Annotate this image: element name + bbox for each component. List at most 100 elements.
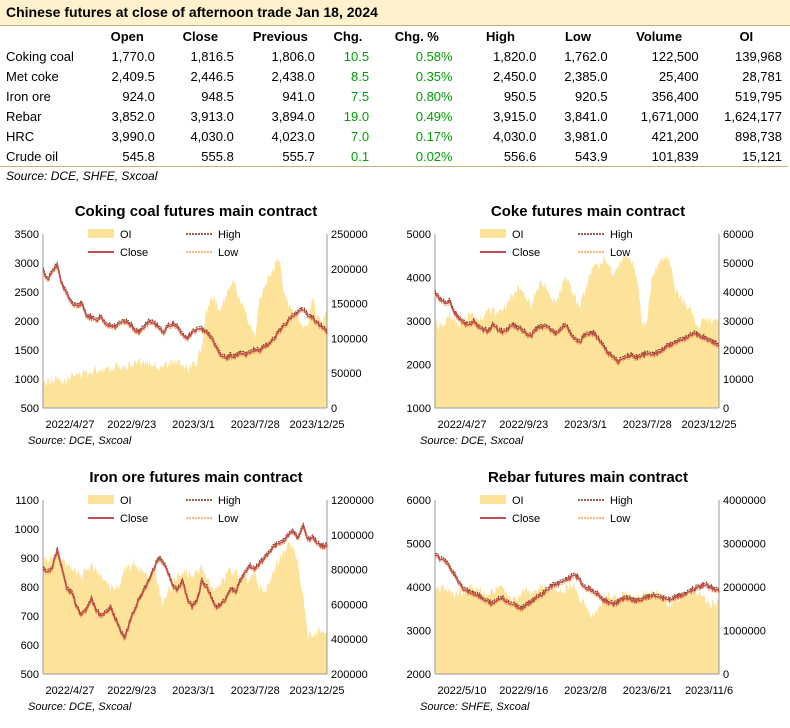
table-cell: 1,816.5 bbox=[190, 48, 234, 64]
y-right-tick-label: 200000 bbox=[331, 264, 368, 276]
table-cell: 2,438.0 bbox=[271, 68, 315, 84]
chart-source: Source: DCE, Sxcoal bbox=[28, 701, 132, 713]
column-header: Chg. bbox=[333, 28, 363, 44]
x-tick-label: 2022/9/16 bbox=[499, 685, 548, 697]
legend-low-label: Low bbox=[610, 247, 630, 259]
x-tick-label: 2023/6/21 bbox=[623, 685, 672, 697]
table-row: Crude oil 545.8 555.8 555.7 0.1 0.02% 556.6 543… bbox=[0, 146, 788, 167]
chart-title: Rebar futures main contract bbox=[488, 469, 688, 486]
x-tick-label: 2023/12/25 bbox=[681, 419, 736, 431]
y-left-tick-label: 3000 bbox=[15, 258, 39, 270]
legend-low-label: Low bbox=[218, 247, 238, 259]
column-header: High bbox=[486, 28, 515, 44]
y-right-tick-label: 150000 bbox=[331, 299, 368, 311]
legend-oi-swatch bbox=[88, 229, 114, 238]
y-right-tick-label: 0 bbox=[723, 669, 729, 681]
y-left-tick-label: 1000 bbox=[15, 374, 39, 386]
table-cell: 101,839 bbox=[613, 146, 705, 167]
y-right-tick-label: 40000 bbox=[723, 287, 754, 299]
legend-high-label: High bbox=[218, 229, 241, 241]
column-header: Previous bbox=[252, 28, 308, 44]
y-left-tick-label: 1000 bbox=[15, 524, 39, 536]
legend-oi-swatch bbox=[88, 495, 114, 504]
y-right-tick-label: 0 bbox=[723, 403, 729, 415]
y-right-tick-label: 250000 bbox=[331, 229, 368, 241]
chart-svg: Iron ore futures main contract 1100 1000 90… bbox=[15, 469, 374, 713]
y-right-tick-label: 200000 bbox=[331, 669, 368, 681]
table-cell: 555.8 bbox=[160, 146, 240, 167]
y-right-tick-label: 50000 bbox=[723, 258, 754, 270]
table-cell: 0.02% bbox=[375, 146, 459, 167]
y-left-tick-label: 5000 bbox=[407, 539, 431, 551]
chart-title: Iron ore futures main contract bbox=[89, 469, 302, 486]
table-cell: 1,770.0 bbox=[111, 48, 155, 64]
y-left-tick-label: 2000 bbox=[15, 316, 39, 328]
legend-high-label: High bbox=[610, 229, 633, 241]
y-left-tick-label: 500 bbox=[21, 669, 39, 681]
x-tick-label: 2023/12/25 bbox=[289, 419, 344, 431]
table-row: Rebar 3,852.0 3,913.0 3,894.0 19.0 0.49% 3,915… bbox=[0, 106, 788, 126]
y-right-tick-label: 4000000 bbox=[723, 495, 766, 507]
rebar-chart: Rebar futures main contract 6000 5000 4000 3… bbox=[392, 462, 784, 724]
y-right-tick-label: 10000 bbox=[723, 374, 754, 386]
legend-close-label: Close bbox=[120, 513, 148, 525]
table-cell: 0.49% bbox=[415, 108, 453, 124]
table-cell: 1,671,000 bbox=[640, 108, 699, 124]
legend-close-label: Close bbox=[120, 247, 148, 259]
table-cell: 898,738 bbox=[735, 128, 782, 144]
table-cell: 1,624,177 bbox=[724, 108, 782, 124]
legend: OI High Close Low bbox=[88, 495, 241, 525]
legend-close-label: Close bbox=[512, 247, 540, 259]
table-cell: 556.6 bbox=[458, 146, 543, 167]
table-cell: 356,400 bbox=[651, 88, 699, 104]
x-tick-label: 2022/9/23 bbox=[107, 685, 156, 697]
x-tick-label: 2022/9/23 bbox=[499, 419, 548, 431]
y-left-tick-label: 800 bbox=[21, 582, 39, 594]
iron-ore-chart: Iron ore futures main contract 1100 1000 90… bbox=[0, 462, 392, 724]
high-line bbox=[42, 260, 328, 359]
legend-oi-swatch bbox=[480, 229, 506, 238]
legend-low-label: Low bbox=[610, 513, 630, 525]
legend-oi-label: OI bbox=[120, 495, 132, 507]
table-cell: 7.5 bbox=[350, 88, 370, 104]
page-title: Chinese futures at close of afternoon tr… bbox=[6, 4, 378, 20]
coking-coal-chart: Coking coal futures main contract 3500 300… bbox=[0, 196, 392, 458]
legend-oi-swatch bbox=[480, 495, 506, 504]
y-left-tick-label: 900 bbox=[21, 553, 39, 565]
legend-close-label: Close bbox=[512, 513, 540, 525]
table-cell: 3,990.0 bbox=[111, 128, 155, 144]
x-tick-label: 2023/3/1 bbox=[564, 419, 607, 431]
y-right-tick-label: 400000 bbox=[331, 634, 368, 646]
table-cell: 28,781 bbox=[742, 68, 782, 84]
y-right-tick-label: 2000000 bbox=[723, 582, 766, 594]
table-cell: 1,762.0 bbox=[564, 48, 608, 64]
x-tick-label: 2023/7/28 bbox=[231, 419, 280, 431]
commodity-name: HRC bbox=[6, 128, 35, 144]
table-cell: 924.0 bbox=[122, 88, 155, 104]
y-right-tick-label: 20000 bbox=[723, 345, 754, 357]
futures-quote-table: Open Close Previous Chg. Chg. % High Low Volume… bbox=[0, 26, 788, 167]
y-left-tick-label: 700 bbox=[21, 611, 39, 623]
legend-oi-label: OI bbox=[512, 495, 524, 507]
table-header-row: Open Close Previous Chg. Chg. % High Low Volume… bbox=[0, 26, 788, 46]
commodity-name: Crude oil bbox=[0, 146, 94, 167]
y-left-tick-label: 3000 bbox=[407, 626, 431, 638]
column-header: Low bbox=[564, 28, 591, 44]
table-cell: 3,915.0 bbox=[493, 108, 537, 124]
coke-chart: Coke futures main contract 5000 4000 3000 20… bbox=[392, 196, 784, 458]
table-cell: 0.80% bbox=[415, 88, 453, 104]
table-cell: 0.58% bbox=[415, 48, 453, 64]
y-right-tick-label: 1000000 bbox=[723, 626, 766, 638]
x-tick-label: 2022/4/27 bbox=[46, 419, 95, 431]
y-right-tick-label: 0 bbox=[331, 403, 337, 415]
legend: OI High Close Low bbox=[480, 495, 633, 525]
legend-oi-label: OI bbox=[120, 229, 132, 241]
y-left-tick-label: 5000 bbox=[407, 229, 431, 241]
column-header: Chg. % bbox=[394, 28, 439, 44]
table-cell: 0.17% bbox=[415, 128, 453, 144]
x-tick-label: 2023/2/8 bbox=[564, 685, 607, 697]
chart-source: Source: DCE, Sxcoal bbox=[420, 435, 524, 447]
table-cell: 3,981.0 bbox=[564, 128, 608, 144]
y-right-tick-label: 50000 bbox=[331, 368, 362, 380]
y-right-tick-label: 60000 bbox=[723, 229, 754, 241]
